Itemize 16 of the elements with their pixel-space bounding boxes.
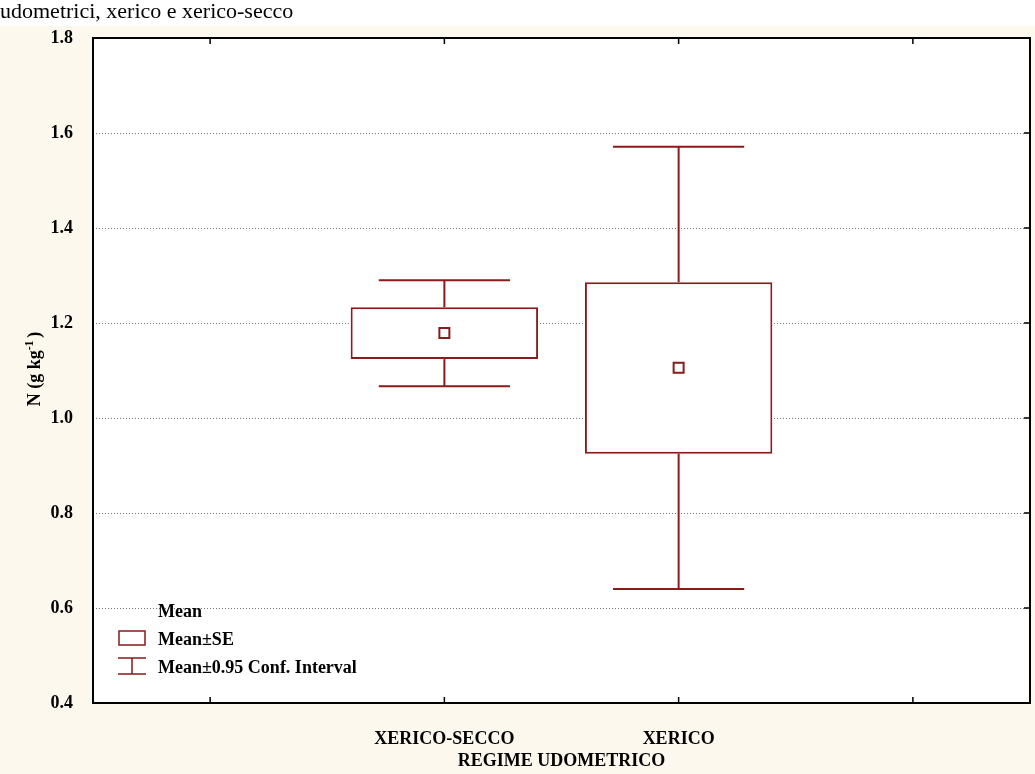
x-tick-label: XERICO — [642, 728, 715, 749]
y-tick-label: 0.6 — [50, 596, 73, 617]
x-tick-label: XERICO-SECCO — [374, 728, 515, 749]
y-tick-label: 1.2 — [50, 311, 73, 332]
y-tick-label: 1.8 — [50, 26, 73, 47]
x-axis-title: REGIME UDOMETRICO — [457, 750, 666, 770]
annotation: Mean±SE — [158, 629, 234, 649]
y-tick-label: 1.6 — [50, 121, 73, 142]
text: udometrici, xerico e xerico-secco — [0, 0, 294, 24]
annotation: Mean±0.95 Conf. Interval — [158, 657, 357, 677]
annotation: Mean — [158, 601, 202, 621]
y-tick-label: 0.8 — [50, 501, 73, 522]
y-tick-label: 1.4 — [50, 216, 73, 237]
y-tick-label: 0.4 — [50, 691, 73, 712]
y-axis-title: N (g kg-1) — [22, 331, 45, 407]
y-tick-label: 1.0 — [50, 406, 73, 427]
